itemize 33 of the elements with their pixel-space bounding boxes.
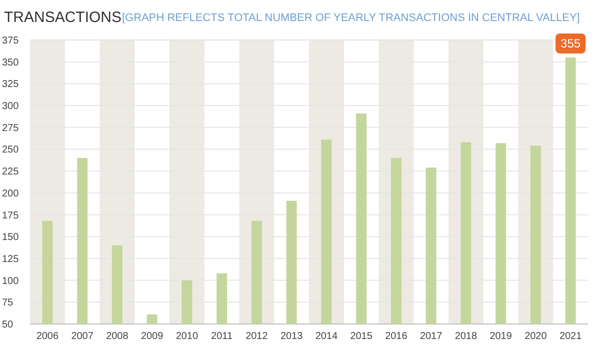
y-tick-label: 150: [2, 232, 20, 244]
y-tick-label: 200: [2, 188, 20, 200]
x-tick-label: 2019: [490, 331, 512, 342]
x-tick-label: 2007: [71, 331, 94, 342]
y-tick-label: 100: [2, 276, 20, 287]
chart-title: TRANSACTIONS: [4, 9, 122, 26]
x-tick-label: 2013: [280, 331, 304, 342]
x-tick-label: 2008: [106, 331, 129, 342]
x-tick-label: 2009: [140, 331, 164, 342]
x-tick-label: 2011: [211, 331, 233, 342]
y-tick-label: 300: [2, 101, 20, 112]
x-tick-label: 2010: [176, 331, 198, 342]
x-tick-label: 2014: [315, 331, 338, 342]
x-tick-label: 2006: [36, 331, 59, 342]
chart-subtitle: [GRAPH REFLECTS TOTAL NUMBER OF YEARLY TRANSACTIONS IN CENTRAL VALLEY]: [122, 12, 580, 24]
x-tick-label: 2016: [385, 331, 408, 342]
x-tick-label: 2018: [454, 331, 478, 342]
x-tick-label: 2015: [350, 331, 373, 342]
data-label: 355: [560, 36, 581, 51]
x-tick-label: 2021: [559, 331, 582, 342]
y-tick-label: 175: [2, 210, 20, 222]
y-tick-label: 375: [2, 36, 20, 46]
x-tick-label: 2012: [246, 331, 268, 342]
y-tick-label: 325: [2, 79, 20, 90]
y-tick-label: 250: [2, 144, 20, 156]
y-tick-label: 75: [2, 298, 14, 309]
x-tick-label: 2020: [524, 331, 548, 342]
x-tick-label: 2017: [420, 331, 443, 342]
y-tick-label: 50: [2, 320, 14, 330]
y-tick-label: 225: [2, 166, 20, 178]
y-tick-label: 350: [2, 57, 20, 68]
y-tick-label: 125: [2, 254, 20, 265]
y-tick-label: 275: [2, 122, 20, 134]
